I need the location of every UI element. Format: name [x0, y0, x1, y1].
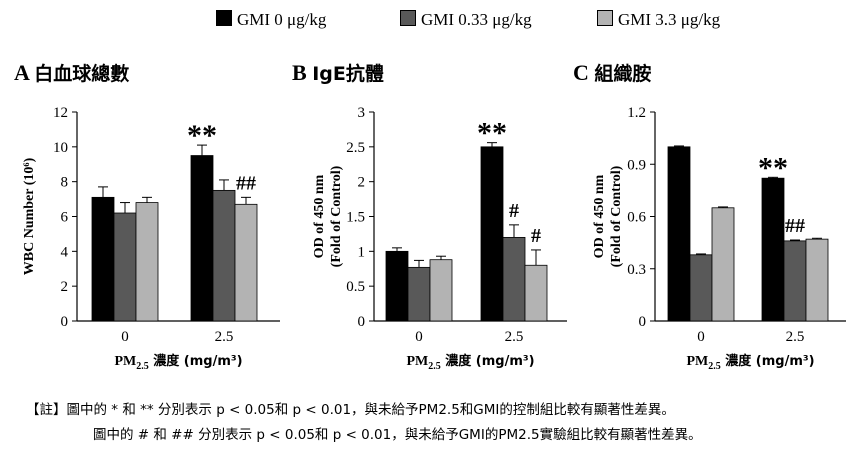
bar	[805, 238, 829, 322]
x-axis-label: PM2.5 濃度 (mg/m³)	[406, 353, 534, 372]
panel-title: C 組織胺	[573, 60, 651, 85]
bar	[711, 207, 735, 322]
legend-label-gmi-0: GMI 0 μg/kg	[237, 10, 327, 29]
bar	[480, 146, 504, 322]
legend-swatch-lightgray	[597, 10, 613, 26]
significance-hash: #	[509, 200, 519, 222]
panel-title-text: IgE抗體	[312, 62, 384, 85]
bar	[113, 212, 137, 322]
y-tick-label: 0.6	[627, 210, 646, 226]
panel-title-text: 白血球總數	[34, 62, 129, 85]
bar	[783, 240, 807, 322]
x-axis-label-rest: 濃度 (mg/m³)	[441, 353, 535, 369]
x-tick-label: 0	[121, 329, 129, 345]
footnote-line-1: 【註】圖中的 * 和 ** 分別表示 p < 0.05和 p < 0.01，與未…	[26, 402, 675, 418]
x-tick-label: 2.5	[505, 329, 524, 345]
bar	[502, 236, 526, 322]
x-tick-label: 0	[697, 329, 705, 345]
legend-label-gmi-033: GMI 0.33 μg/kg	[421, 10, 532, 29]
chart-panel-a: A 白血球總數 0 2 4 6 8 10 12 WBC Number (10⁶) 0 2.5 ** ##…	[14, 60, 280, 372]
y-tick-label: 6	[61, 210, 69, 226]
significance-stars: **	[477, 117, 507, 150]
x-axis-label-main: PM	[114, 354, 136, 369]
panel-letter: A	[14, 60, 34, 85]
x-axis-label-sub: 2.5	[708, 361, 721, 372]
x-axis-label-main: PM	[406, 354, 428, 369]
panel-letter: C	[573, 60, 594, 85]
x-axis-label-rest: 濃度 (mg/m³)	[149, 353, 243, 369]
bar	[190, 155, 214, 322]
y-tick-label: 1.5	[346, 210, 365, 226]
legend-item-gmi-033: GMI 0.33 μg/kg	[400, 10, 532, 30]
bar	[91, 196, 115, 322]
bar	[212, 189, 236, 322]
x-axis-label-sub: 2.5	[136, 361, 149, 372]
panel-title: B IgE抗體	[292, 60, 384, 85]
chart-panel-c: C 組織胺 0 0.3 0.6 0.9 1.2 OD of 450 nm (Fold of C…	[573, 60, 846, 372]
significance-hash: ##	[785, 215, 805, 237]
y-axis-label-line2: (Fold of Control)	[329, 165, 344, 267]
y-tick-label: 0	[639, 314, 647, 330]
footnote-line-2: 圖中的 # 和 ## 分別表示 p < 0.05和 p < 0.01，與未給予G…	[93, 427, 702, 443]
y-tick-label: 2.5	[346, 140, 365, 156]
legend-label-gmi-33: GMI 3.3 μg/kg	[618, 10, 721, 29]
x-tick-label: 2.5	[786, 329, 805, 345]
y-tick-label: 3	[358, 105, 366, 121]
bar	[667, 146, 691, 322]
significance-stars: **	[187, 119, 217, 152]
y-tick-label: 12	[53, 105, 68, 121]
bar	[234, 203, 258, 322]
y-tick-label: 0.5	[346, 279, 365, 295]
bar	[689, 254, 713, 322]
bar	[135, 202, 159, 322]
y-tick-label: 0	[61, 314, 69, 330]
chart-panel-b: B IgE抗體 0 0.5 1 1.5 2 2.5 3 OD of 450 nm (Fold of…	[292, 60, 567, 372]
panel-letter: B	[292, 60, 312, 85]
y-axis-label: OD of 450 nm	[312, 174, 327, 258]
panel-title: A 白血球總數	[14, 60, 129, 85]
y-axis-label: WBC Number (10⁶)	[22, 157, 37, 275]
x-axis-label: PM2.5 濃度 (mg/m³)	[114, 353, 242, 372]
x-tick-label: 2.5	[215, 329, 234, 345]
significance-hash: #	[531, 225, 541, 247]
x-axis-label-rest: 濃度 (mg/m³)	[721, 353, 815, 369]
panel-title-text: 組織胺	[594, 62, 651, 85]
y-tick-label: 4	[61, 244, 69, 260]
significance-stars: **	[758, 151, 788, 184]
y-tick-label: 0.3	[627, 262, 646, 278]
y-axis-label-line2: (Fold of Control)	[609, 165, 624, 267]
y-tick-label: 2	[358, 175, 366, 191]
bar	[429, 259, 453, 322]
x-axis-label-main: PM	[686, 354, 708, 369]
x-axis-label: PM2.5 濃度 (mg/m³)	[686, 353, 814, 372]
y-tick-label: 1	[358, 244, 366, 260]
y-tick-label: 0.9	[627, 157, 646, 173]
x-tick-label: 0	[415, 329, 423, 345]
significance-hash: ##	[236, 172, 256, 194]
bar	[761, 177, 785, 322]
y-tick-label: 8	[61, 175, 69, 191]
y-tick-label: 1.2	[627, 105, 646, 121]
legend-swatch-black	[216, 10, 232, 26]
legend-item-gmi-33: GMI 3.3 μg/kg	[597, 10, 720, 30]
chart-legend: GMI 0 μg/kg GMI 0.33 μg/kg GMI 3.3 μg/kg	[0, 6, 850, 32]
legend-swatch-darkgray	[400, 10, 416, 26]
x-axis-label-sub: 2.5	[428, 361, 441, 372]
y-tick-label: 2	[61, 279, 69, 295]
y-tick-label: 10	[53, 140, 68, 156]
bar	[385, 250, 409, 322]
y-tick-label: 0	[358, 314, 366, 330]
legend-item-gmi-0: GMI 0 μg/kg	[216, 10, 326, 30]
bar	[524, 264, 548, 322]
bar	[407, 266, 431, 322]
y-axis-label: OD of 450 nm	[592, 174, 607, 258]
